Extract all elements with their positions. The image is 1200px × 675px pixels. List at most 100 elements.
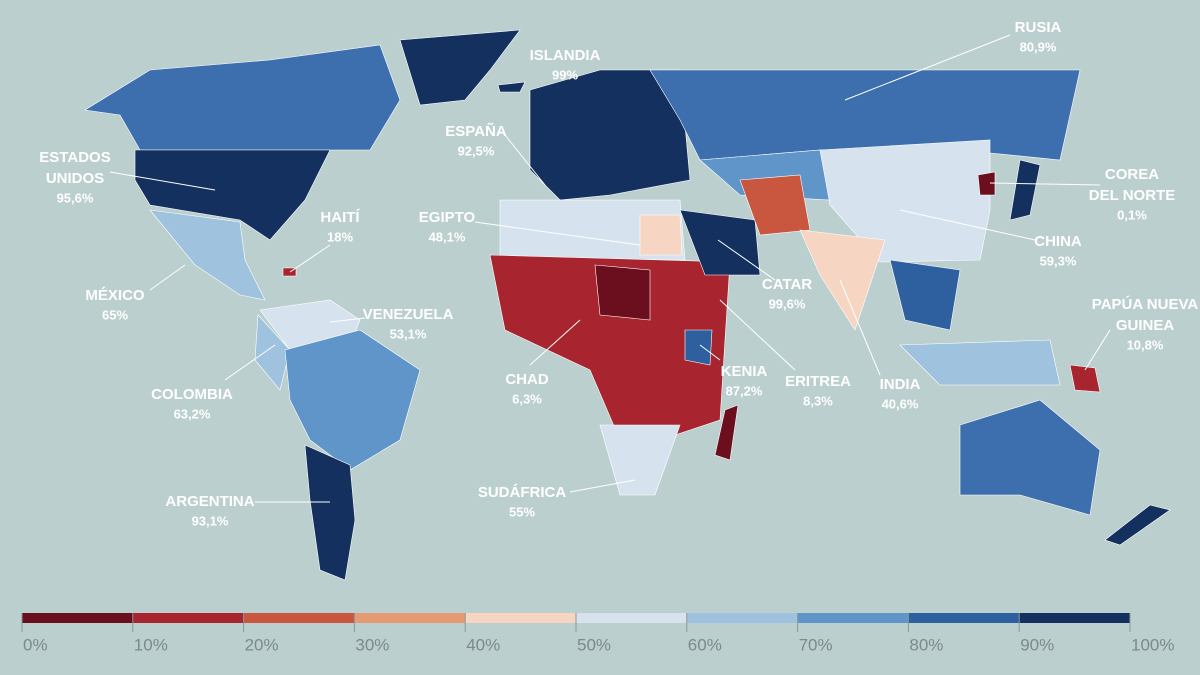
leader-line [1084,329,1111,371]
japan [1009,159,1041,221]
legend-swatch [797,613,909,623]
russia [649,69,1081,161]
country-name: GUINEA [1116,317,1175,334]
legend-label: 10% [134,635,168,654]
leader-line [699,344,721,361]
legend-label: 90% [1020,635,1054,654]
leader-line [844,34,1011,101]
legend-swatch [22,613,133,623]
chad [594,264,651,321]
land [84,29,1171,581]
leader-lines [109,34,1111,503]
country-name: COLOMBIA [151,386,233,403]
south-africa [599,424,681,496]
kenya [684,329,713,366]
legend-swatch [465,613,576,623]
leader-line [989,182,1101,186]
brazil [284,329,421,471]
country-value: 59,3% [1040,253,1077,268]
country-name: RUSIA [1015,19,1062,36]
argentina [304,444,356,581]
country-value: 93,1% [192,513,229,528]
legend-swatch [686,613,798,623]
legend-label: 40% [466,635,500,654]
country-value: 80,9% [1020,39,1057,54]
country-value: 92,5% [458,143,495,158]
country-value: 8,3% [803,393,833,408]
legend: 0% 10% 20% 30% 40% 50% 60% 70% 80% 90% 100% [21,613,1174,654]
leader-line [569,479,636,493]
madagascar [714,404,739,461]
legend-label: 30% [355,635,389,654]
country-name: ARGENTINA [165,493,254,510]
legend-label: 80% [909,635,943,654]
country-name: SUDÁFRICA [478,484,566,501]
country-value: 53,1% [390,326,427,341]
australia [959,399,1101,516]
country-name: HAITÍ [320,209,360,226]
country-name: CHAD [505,371,548,388]
country-name: EGIPTO [419,209,476,226]
country-value: 6,3% [512,391,542,406]
colombia [254,314,291,391]
country-name: PAPÚA NUEVA [1092,295,1199,313]
legend-swatch [243,613,355,623]
country-name: CATAR [762,276,812,293]
legend-label: 20% [245,635,279,654]
leader-line [224,344,276,381]
leader-line [289,244,331,273]
iran-afghanistan [739,174,811,236]
legend-label: 50% [577,635,611,654]
country-name: VENEZUELA [363,306,454,323]
country-value: 87,2% [726,383,763,398]
leader-line [529,319,581,366]
country-name: KENIA [721,363,768,380]
country-value: 95,6% [57,190,94,205]
leader-line [329,317,366,323]
leader-line [504,134,546,186]
legend-swatch [1019,613,1130,623]
country-value: 99,6% [769,296,806,311]
country-value: 99% [552,67,578,82]
country-name: COREA [1105,166,1159,183]
legend-label: 60% [688,635,722,654]
legend-label: 70% [799,635,833,654]
middle-east [679,209,761,276]
country-name: DEL NORTE [1089,187,1175,204]
india [799,229,886,331]
southeast-asia [889,259,961,331]
country-value: 55% [509,504,535,519]
country-name: ISLANDIA [530,47,601,64]
country-labels: RUSIA 80,9% ISLANDIA 99% ESPAÑA 92,5% ESTADOS U… [39,19,1198,528]
country-value: 63,2% [174,406,211,421]
legend-swatch [132,613,244,623]
country-name: MÉXICO [85,287,145,304]
europe [529,69,691,201]
greenland [399,29,521,106]
legend-swatch [576,613,687,623]
china [819,139,991,263]
canada [84,44,401,151]
leader-line [719,299,796,371]
papua-new-guinea [1069,364,1101,393]
legend-label: 0% [23,635,48,654]
new-zealand [1104,504,1171,546]
country-name: ESTADOS [39,149,110,166]
country-value: 40,6% [882,396,919,411]
country-value: 0,1% [1117,207,1147,222]
north-korea [977,171,996,196]
leader-line [109,171,216,191]
country-name: INDIA [880,376,921,393]
leader-line [899,209,1036,241]
country-value: 48,1% [429,229,466,244]
indonesia [899,339,1061,386]
legend-label: 100% [1131,635,1174,654]
country-name: ERITREA [785,373,851,390]
leader-line [149,264,186,291]
country-value: 18% [327,229,353,244]
leader-line [839,279,881,376]
country-value: 10,8% [1127,337,1164,352]
usa [134,149,331,241]
